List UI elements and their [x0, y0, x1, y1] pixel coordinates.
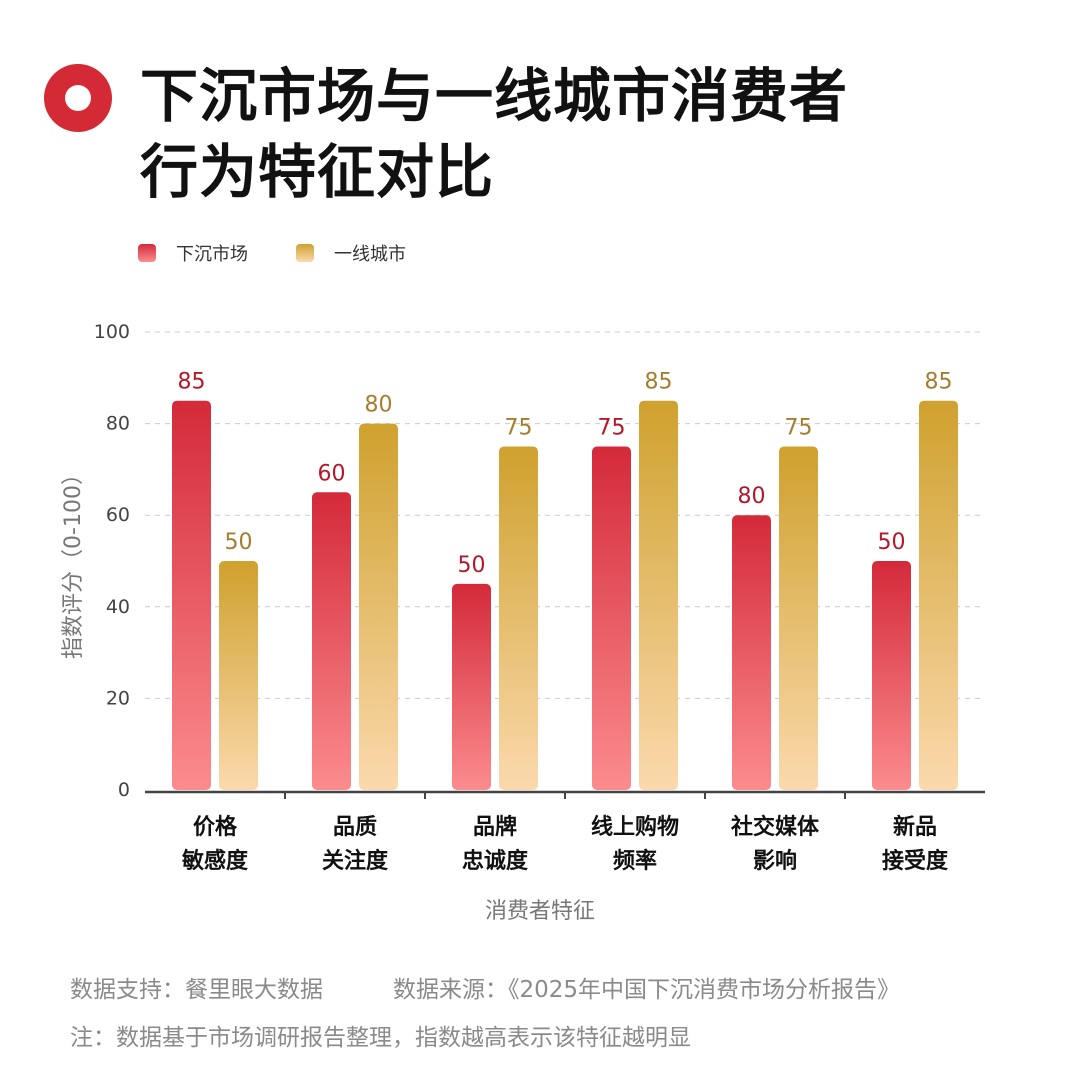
- legend-label-series-a: 下沉市场: [176, 244, 248, 265]
- data-label-series-a: 50: [878, 530, 906, 555]
- bar-series-b: [919, 400, 958, 790]
- data-label-series-b: 50: [225, 530, 253, 555]
- page-title: 下沉市场与一线城市消费者 行为特征对比: [140, 58, 1040, 210]
- footer-source: 数据来源：《2025年中国下沉消费市场分析报告》: [393, 977, 901, 1003]
- x-tick-label: 影响: [753, 848, 797, 874]
- data-label-series-b: 75: [505, 416, 533, 441]
- y-tick-label: 20: [106, 687, 130, 709]
- legend: 下沉市场 一线城市: [138, 240, 454, 266]
- bar-series-a: [732, 515, 771, 790]
- x-tick-label: 品牌: [473, 814, 517, 840]
- x-tick-label: 关注度: [322, 848, 389, 874]
- bar-series-b: [499, 446, 538, 790]
- title-line-1: 下沉市场与一线城市消费者: [140, 62, 849, 130]
- bar-series-b: [219, 561, 258, 790]
- footer-support: 数据支持：餐里眼大数据: [70, 977, 323, 1003]
- bar-series-b: [639, 400, 678, 790]
- legend-item-series-b: 一线城市: [296, 240, 406, 266]
- bar-series-a: [312, 492, 351, 790]
- data-label-series-a: 80: [738, 484, 766, 509]
- y-tick-label: 40: [106, 596, 130, 618]
- bar-series-b: [359, 423, 398, 790]
- y-tick-label: 60: [106, 504, 130, 526]
- legend-swatch-series-b: [296, 244, 314, 262]
- bar-series-a: [452, 583, 491, 790]
- x-tick-label: 线上购物: [591, 814, 679, 840]
- data-label-series-a: 75: [598, 416, 626, 441]
- x-tick-label: 社交媒体: [731, 814, 820, 840]
- footer-sources: 数据支持：餐里眼大数据 数据来源：《2025年中国下沉消费市场分析报告》: [70, 970, 900, 1004]
- y-axis-label: 指数评分（0-100）: [61, 463, 86, 659]
- data-label-series-b: 80: [365, 393, 393, 418]
- title-ring-icon: [44, 64, 112, 132]
- legend-label-series-b: 一线城市: [334, 244, 406, 265]
- bar-series-a: [172, 400, 211, 790]
- x-tick-label: 新品: [893, 814, 937, 840]
- x-tick-label: 品质: [333, 815, 377, 840]
- legend-swatch-series-a: [138, 244, 156, 262]
- data-label-series-b: 75: [785, 416, 813, 441]
- data-label-series-a: 60: [318, 461, 346, 486]
- x-tick-label: 接受度: [882, 848, 949, 874]
- y-tick-label: 100: [94, 321, 130, 343]
- bar-series-a: [872, 561, 911, 790]
- y-tick-label: 0: [118, 779, 130, 801]
- data-label-series-a: 85: [178, 370, 206, 395]
- bar-series-a: [592, 446, 631, 790]
- x-tick-label: 价格: [193, 814, 238, 840]
- bar-series-b: [779, 446, 818, 790]
- y-tick-label: 80: [106, 413, 130, 435]
- data-label-series-a: 50: [458, 553, 486, 578]
- legend-item-series-a: 下沉市场: [138, 240, 248, 266]
- x-tick-label: 敏感度: [181, 848, 249, 874]
- data-label-series-b: 85: [925, 370, 953, 395]
- footer-note: 注：数据基于市场调研报告整理，指数越高表示该特征越明显: [70, 1025, 691, 1051]
- x-tick-label: 忠诚度: [462, 848, 529, 874]
- x-tick-label: 频率: [613, 848, 657, 874]
- x-axis-label: 消费者特征: [485, 899, 595, 924]
- data-label-series-b: 85: [645, 370, 673, 395]
- title-line-2: 行为特征对比: [140, 138, 495, 206]
